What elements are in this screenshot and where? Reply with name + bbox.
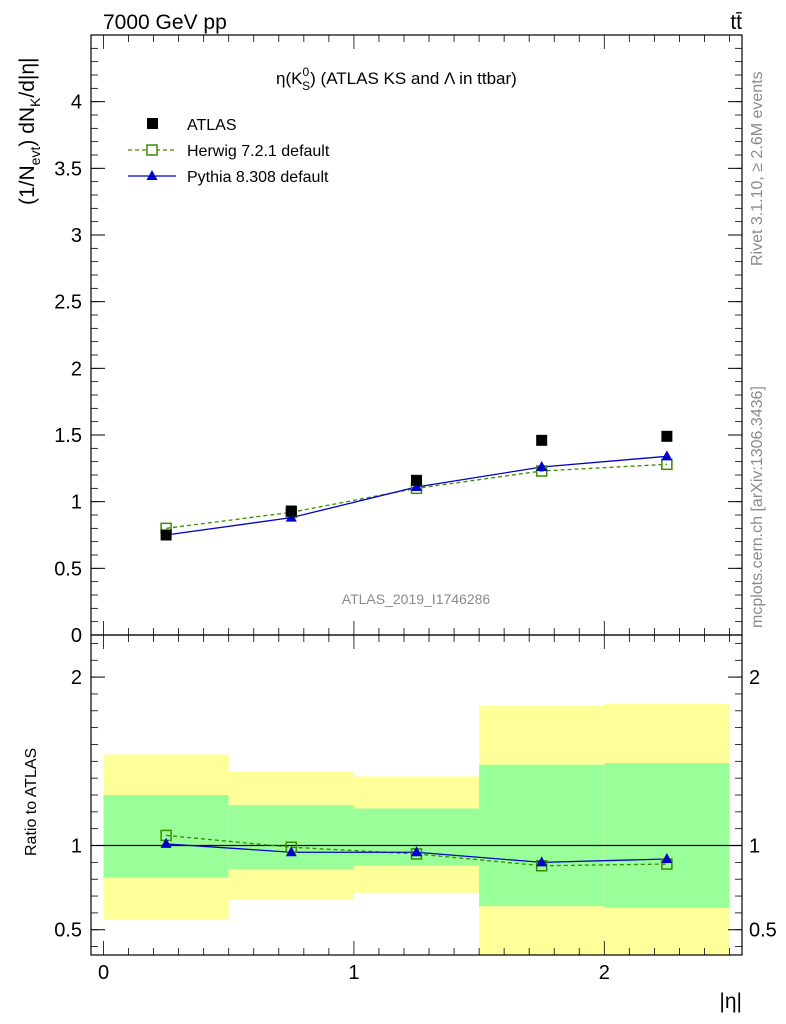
pythia-point bbox=[285, 511, 297, 522]
atlas-point bbox=[411, 474, 422, 486]
herwig-line bbox=[166, 463, 667, 529]
main-y-tick-label: 1.5 bbox=[54, 425, 82, 447]
ylabel-part-e: /d|η| bbox=[16, 57, 39, 97]
main-y-tick-label: 3.5 bbox=[54, 158, 82, 180]
pythia-point bbox=[536, 461, 548, 471]
uncertainty-band-inner bbox=[353, 808, 480, 866]
plot-title: η(K0 S) (ATLAS KS and Λ in ttbar) bbox=[276, 65, 517, 93]
ratio-panel: 0.5 0.5 1 1 2 2 0 1 2 bbox=[54, 634, 777, 984]
ratio-pythia-point bbox=[160, 837, 172, 848]
pythia-point bbox=[411, 481, 422, 491]
atlas-point bbox=[285, 505, 297, 517]
ratio-pythia-point bbox=[285, 846, 297, 857]
uncertainty-band-inner bbox=[228, 805, 354, 870]
title-sup: 0 bbox=[302, 65, 309, 79]
legend-herwig-marker bbox=[146, 144, 158, 156]
uncertainty-band-inner bbox=[604, 763, 730, 908]
ylabel-part-c: ) dN bbox=[16, 107, 39, 147]
title-rest: ) (ATLAS KS and Λ in ttbar) bbox=[310, 69, 517, 88]
mcplots-label: mcplots.cern.ch [arXiv:1306.3436] bbox=[749, 386, 766, 628]
x-tick-label: 1 bbox=[348, 962, 359, 984]
rivet-label: Rivet 3.1.10, ≥ 2.6M events bbox=[749, 71, 766, 266]
energy-label: 7000 GeV pp bbox=[103, 11, 227, 34]
ratio-pythia-point bbox=[536, 856, 548, 867]
legend-atlas-marker bbox=[147, 118, 158, 129]
legend: ATLAS Herwig 7.2.1 default Pythia 8.308 … bbox=[128, 117, 330, 186]
main-y-tick-label: 2 bbox=[71, 358, 82, 380]
main-y-tick-label: 0.5 bbox=[54, 558, 82, 580]
x-tick-label: 0 bbox=[98, 962, 109, 984]
main-y-tick-label: 2.5 bbox=[54, 292, 82, 314]
atlas-point bbox=[160, 529, 172, 541]
ylabel-part-b: evt bbox=[27, 147, 43, 166]
atlas-point bbox=[536, 434, 548, 446]
atlas-point bbox=[661, 430, 673, 442]
pythia-point bbox=[661, 450, 673, 461]
legend-atlas-label: ATLAS bbox=[187, 117, 237, 134]
uncertainty-band-inner bbox=[479, 764, 605, 907]
ratio-y-tick-label: 1 bbox=[71, 836, 82, 858]
legend-pythia-label: Pythia 8.308 default bbox=[187, 169, 329, 186]
ratio-y-tick-label: 2 bbox=[71, 667, 82, 689]
ratio-y-tick-label: 0.5 bbox=[54, 920, 82, 942]
title-sub: S bbox=[302, 79, 310, 93]
uncertainty-band-inner bbox=[103, 795, 229, 878]
analysis-id: ATLAS_2019_I1746286 bbox=[342, 591, 491, 607]
ratio-y-axis-label: Ratio to ATLAS bbox=[23, 748, 40, 856]
x-axis-label: |η| bbox=[719, 990, 742, 1013]
ratio-y-tick-label-right: 0.5 bbox=[749, 920, 777, 942]
ratio-y-tick-label-right: 2 bbox=[749, 667, 760, 689]
ylabel-part-d: K bbox=[27, 97, 43, 107]
ylabel-part-a: (1/N bbox=[16, 165, 39, 205]
main-y-axis-label: (1/Nevt) dNK/d|η| bbox=[16, 57, 43, 205]
title-eta: η(K bbox=[276, 69, 303, 88]
ratio-y-tick-label-right: 1 bbox=[749, 836, 760, 858]
main-y-tick-label: 1 bbox=[71, 492, 82, 514]
ratio-pythia-point bbox=[411, 846, 422, 857]
legend-pythia-marker bbox=[146, 170, 158, 180]
ratio-pythia-point bbox=[661, 853, 673, 863]
process-label: tt̄ bbox=[730, 11, 742, 34]
main-y-tick-label: 4 bbox=[71, 92, 82, 114]
legend-herwig-label: Herwig 7.2.1 default bbox=[187, 143, 330, 160]
main-y-tick-label: 3 bbox=[71, 225, 82, 247]
x-tick-label: 2 bbox=[599, 962, 610, 984]
main-y-tick-label: 0 bbox=[71, 625, 82, 647]
